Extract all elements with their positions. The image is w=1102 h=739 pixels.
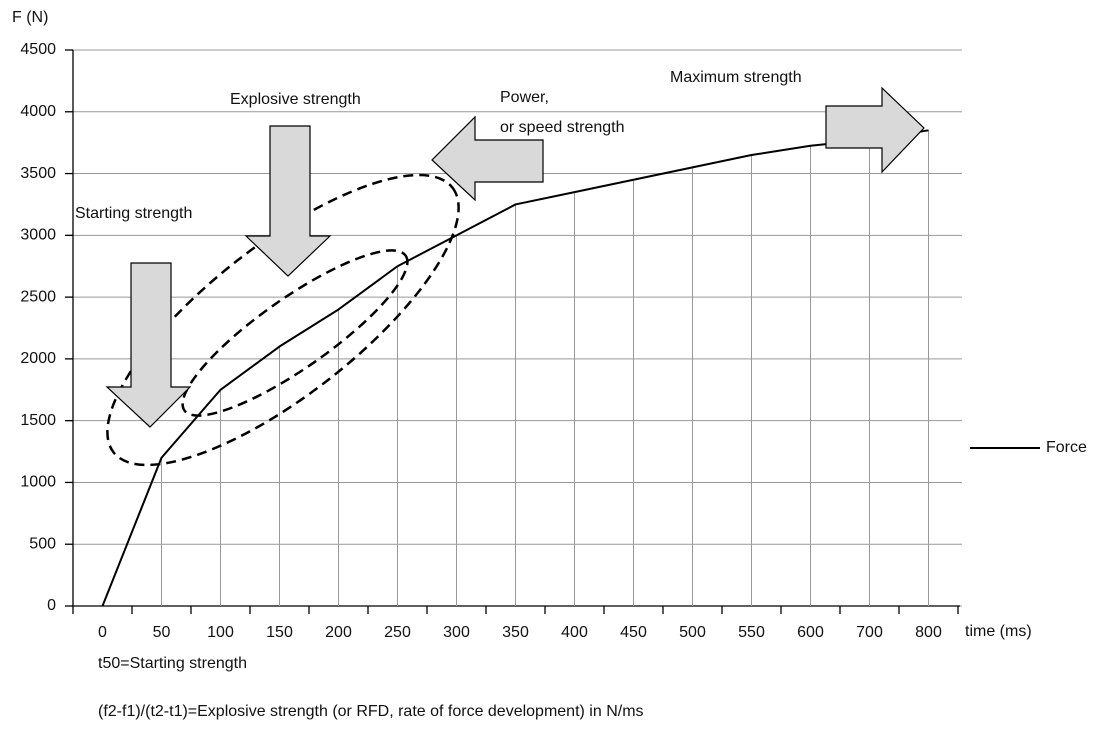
plot-grid [65, 49, 962, 614]
x-tick-label: 400 [561, 624, 588, 641]
down-arrow [244, 125, 332, 277]
y-tick-label: 2500 [20, 288, 56, 305]
y-tick-label: 2000 [20, 350, 56, 367]
ellipse-outline [181, 249, 409, 417]
left-arrow [431, 115, 544, 202]
ellipse-outline [106, 173, 460, 467]
x-tick-label: 200 [325, 624, 352, 641]
y-tick-label: 3000 [20, 227, 56, 244]
annotation: or speed strength [500, 119, 625, 136]
note: t50=Starting strength [98, 655, 247, 672]
right-arrow [825, 86, 925, 174]
plot-marks [101, 129, 929, 607]
y-tick-label: 3500 [20, 165, 56, 182]
y-tick-label: 500 [29, 535, 56, 552]
annotation: Starting strength [75, 205, 192, 222]
x-tick-label: 50 [153, 624, 171, 641]
line-series [101, 129, 929, 607]
x-tick-label: 500 [679, 624, 706, 641]
y-tick-label: 1000 [20, 474, 56, 491]
y-tick-label: 4500 [20, 41, 56, 58]
x-tick-label: 350 [502, 624, 529, 641]
note: (f2-f1)/(t2-t1)=Explosive strength (or R… [98, 703, 644, 720]
x-tick-label: 600 [797, 624, 824, 641]
down-arrow [105, 262, 192, 428]
annotation: Maximum strength [670, 69, 802, 86]
x-axis-label: time (ms) [965, 623, 1032, 640]
x-tick-label: 250 [384, 624, 411, 641]
x-tick-label: 550 [738, 624, 765, 641]
x-tick-label: 0 [98, 624, 107, 641]
x-tick-label: 300 [443, 624, 470, 641]
x-tick-label: 800 [915, 624, 942, 641]
y-tick-label: 4000 [20, 103, 56, 120]
x-tick-label: 100 [207, 624, 234, 641]
annotation: Power, [500, 89, 549, 106]
x-tick-label: 150 [266, 624, 293, 641]
x-tick-label: 700 [856, 624, 883, 641]
y-tick-label: 0 [47, 597, 56, 614]
x-tick-label: 450 [620, 624, 647, 641]
legend-label: Force [1046, 439, 1087, 456]
y-axis-label: F (N) [12, 9, 48, 26]
annotation: Explosive strength [230, 91, 361, 108]
y-tick-label: 1500 [20, 412, 56, 429]
